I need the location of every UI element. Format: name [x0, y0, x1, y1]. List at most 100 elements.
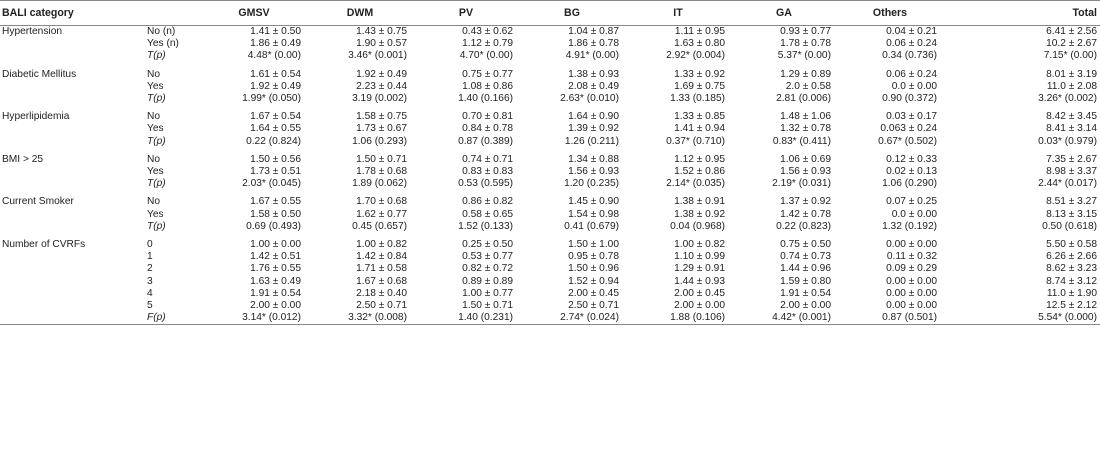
- table-cell: 0.95 ± 0.78: [568, 251, 619, 263]
- table-cell: 1.64 ± 0.55: [250, 123, 301, 135]
- table-cell: 0.84 ± 0.78: [462, 123, 513, 135]
- header-row: BALI category GMSV DWM PV BG IT GA Others Total: [0, 0, 1100, 26]
- row-label: Yes: [147, 166, 164, 178]
- table-row: Yes 1.58 ± 0.50 1.62 ± 0.77 0.58 ± 0.65 1.54…: [0, 209, 1100, 221]
- category-label: [0, 276, 143, 288]
- table-row: Yes 1.73 ± 0.51 1.78 ± 0.68 0.83 ± 0.83 1.56…: [0, 166, 1100, 178]
- table-cell: 0.0 ± 0.00: [891, 208, 937, 220]
- table-row: Diabetic Mellitus No 1.61 ± 0.54 1.92 ± 0.4…: [0, 69, 1100, 81]
- table-cell: 1.86 ± 0.49: [250, 38, 301, 50]
- table-cell: 1.11 ± 0.95: [674, 26, 725, 37]
- row-label: Yes (n): [147, 38, 179, 50]
- table-cell: 1.44 ± 0.93: [674, 275, 725, 287]
- table-cell: 6.26 ± 2.66: [1046, 251, 1097, 263]
- table-cell: 1.04 ± 0.87: [568, 26, 619, 37]
- category-label: [0, 251, 143, 263]
- table-cell: 8.62 ± 3.23: [1046, 263, 1097, 275]
- table-row: T(p) 0.22 (0.824) 1.06 (0.293) 0.87 (0.389)…: [0, 136, 1100, 148]
- table-cell: 0.03 ± 0.17: [886, 111, 937, 123]
- table-cell: 1.29 ± 0.91: [674, 263, 725, 275]
- category-label: [0, 178, 143, 190]
- table-cell: 1.00 ± 0.82: [674, 239, 725, 251]
- category-label: [0, 50, 143, 62]
- table-cell: 0.87 (0.389): [458, 135, 513, 147]
- table-cell: 1.54 ± 0.98: [568, 208, 619, 220]
- table-cell: 1.34 ± 0.88: [568, 153, 619, 165]
- table-cell: 1.38 ± 0.93: [568, 68, 619, 80]
- row-label: No: [147, 153, 161, 165]
- header-total: Total: [943, 0, 1100, 26]
- table-cell: 1.10 ± 0.99: [674, 251, 725, 263]
- table-cell: 0.75 ± 0.77: [462, 68, 513, 80]
- table-row: 5 2.00 ± 0.00 2.50 ± 0.71 1.50 ± 0.71 2.50 ±…: [0, 300, 1100, 312]
- table-cell: 1.42 ± 0.78: [780, 208, 831, 220]
- row-label: 4: [147, 287, 153, 299]
- table-cell: 2.00 ± 0.00: [250, 300, 301, 312]
- table-row: Yes 1.92 ± 0.49 2.23 ± 0.44 1.08 ± 0.86 2.08…: [0, 81, 1100, 93]
- row-label: 2: [147, 263, 153, 275]
- table-cell: 0.74 ± 0.71: [462, 153, 513, 165]
- header-others: Others: [837, 0, 943, 26]
- table-cell: 0.0 ± 0.00: [891, 80, 937, 92]
- table-cell: 0.45 (0.657): [352, 220, 407, 232]
- table-cell: 1.06 (0.293): [352, 135, 407, 147]
- row-label: 1: [147, 251, 153, 263]
- table-cell: 1.50 ± 0.71: [462, 300, 513, 312]
- table-cell: 1.90 ± 0.57: [356, 38, 407, 50]
- table-cell: 11.0 ± 2.08: [1046, 80, 1097, 92]
- table-row: 2 1.76 ± 0.55 1.71 ± 0.58 0.82 ± 0.72 1.50 ±…: [0, 263, 1100, 275]
- table-row: T(p) 2.03* (0.045) 1.89 (0.062) 0.53 (0.595…: [0, 178, 1100, 190]
- table-cell: 0.22 (0.824): [246, 135, 301, 147]
- table-row: 3 1.63 ± 0.49 1.67 ± 0.68 0.89 ± 0.89 1.52 ±…: [0, 276, 1100, 288]
- category-label: Current Smoker: [2, 196, 74, 208]
- table-cell: 1.45 ± 0.90: [568, 196, 619, 208]
- table-header: BALI category GMSV DWM PV BG IT GA Others Total: [0, 0, 1100, 26]
- category-label: [0, 312, 143, 326]
- table-cell: 2.19* (0.031): [772, 178, 831, 190]
- table-cell: 2.08 ± 0.49: [568, 80, 619, 92]
- table-cell: 1.33 ± 0.85: [674, 111, 725, 123]
- table-cell: 3.32* (0.008): [307, 312, 413, 326]
- table-cell: 0.86 ± 0.82: [462, 196, 513, 208]
- table-cell: 8.42 ± 3.45: [1046, 111, 1097, 123]
- category-label: [0, 93, 143, 105]
- table-cell: 1.40 (0.166): [458, 93, 513, 105]
- table-cell: 0.41 (0.679): [564, 220, 619, 232]
- table-cell: 0.70 ± 0.81: [462, 111, 513, 123]
- table-cell: 1.58 ± 0.50: [250, 208, 301, 220]
- table-cell: 2.63* (0.010): [560, 93, 619, 105]
- table-cell: 1.50 ± 0.96: [568, 263, 619, 275]
- table-cell: 1.52 ± 0.94: [568, 275, 619, 287]
- table-cell: 1.12 ± 0.79: [462, 38, 513, 50]
- category-label: BMI > 25: [2, 153, 44, 165]
- table-cell: 1.52 (0.133): [458, 220, 513, 232]
- table-cell: 1.67 ± 0.55: [250, 196, 301, 208]
- category-label: [0, 136, 143, 148]
- table-cell: 0.90 (0.372): [882, 93, 937, 105]
- table-cell: 1.42 ± 0.84: [356, 251, 407, 263]
- table-cell: 0.37* (0.710): [666, 135, 725, 147]
- table-cell: 5.37* (0.00): [777, 50, 831, 62]
- table-cell: 0.93 ± 0.77: [780, 26, 831, 37]
- table-cell: 1.73 ± 0.67: [356, 123, 407, 135]
- table-cell: 2.14* (0.035): [666, 178, 725, 190]
- table-cell: 1.00 ± 0.00: [250, 239, 301, 251]
- table-cell: 0.34 (0.736): [882, 50, 937, 62]
- table-cell: 1.59 ± 0.80: [780, 275, 831, 287]
- header-dwm: DWM: [307, 0, 413, 26]
- table-cell: 0.69 (0.493): [246, 220, 301, 232]
- table-cell: 0.67* (0.502): [878, 135, 937, 147]
- row-label: T(p): [147, 220, 166, 232]
- table-cell: 1.38 ± 0.91: [674, 196, 725, 208]
- table-cell: 3.46* (0.001): [348, 50, 407, 62]
- table-cell: 1.92 ± 0.49: [356, 68, 407, 80]
- table-body: Hypertension No (n) 1.41 ± 0.50 1.43 ± 0.75…: [0, 26, 1100, 326]
- table-cell: 0.00 ± 0.00: [886, 300, 937, 312]
- table-cell: 0.00 ± 0.00: [886, 275, 937, 287]
- table-cell: 0.83* (0.411): [772, 135, 831, 147]
- table-cell: 1.64 ± 0.90: [568, 111, 619, 123]
- table-cell: 1.50 ± 1.00: [568, 239, 619, 251]
- table-cell: 6.41 ± 2.56: [1046, 26, 1097, 37]
- table-cell: 1.41 ± 0.94: [674, 123, 725, 135]
- table-cell: 5.54* (0.000): [943, 312, 1100, 326]
